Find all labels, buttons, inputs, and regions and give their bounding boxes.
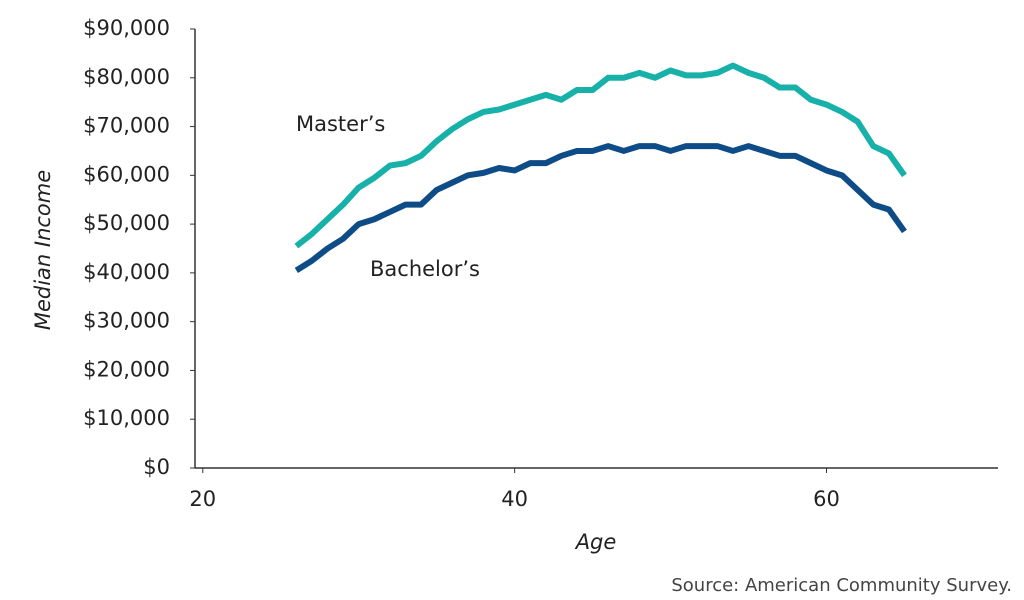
series-label: Bachelor’s <box>370 257 480 281</box>
y-tick-label: $20,000 <box>83 357 170 381</box>
series-line <box>294 62 907 249</box>
x-tick-label: 20 <box>189 487 216 511</box>
series-line <box>294 143 907 273</box>
x-tick-label: 60 <box>813 487 840 511</box>
y-tick-label: $30,000 <box>83 309 170 333</box>
y-tick-label: $40,000 <box>83 260 170 284</box>
y-tick-label: $0 <box>143 455 170 479</box>
y-axis-title: Median Income <box>31 170 55 330</box>
y-tick-label: $70,000 <box>83 114 170 138</box>
source-note: Source: American Community Survey. <box>671 575 1012 596</box>
y-tick-label: $50,000 <box>83 211 170 235</box>
y-tick-label: $60,000 <box>83 162 170 186</box>
y-tick-label: $80,000 <box>83 65 170 89</box>
x-axis-title: Age <box>574 530 617 554</box>
series-label: Master’s <box>296 112 385 136</box>
x-tick-label: 40 <box>501 487 528 511</box>
y-tick-label: $90,000 <box>83 16 170 40</box>
y-tick-label: $10,000 <box>83 406 170 430</box>
